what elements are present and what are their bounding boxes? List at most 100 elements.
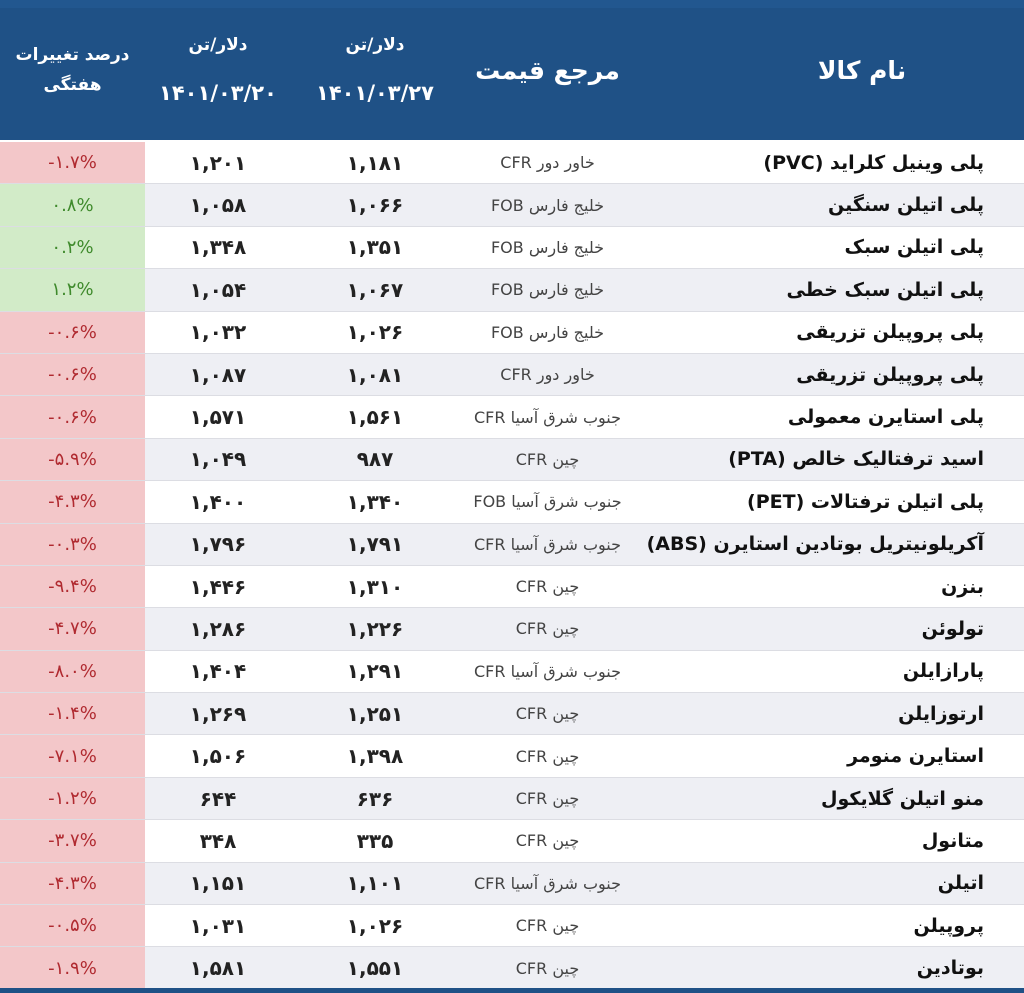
product-name-cell: پلی اتیلن سبک خطی <box>786 278 984 301</box>
current-price-cell: ۱,۳۴۰ <box>346 489 404 514</box>
product-name-cell: آکریلونیتریل بوتادین استایرن (ABS) <box>646 533 984 556</box>
price-reference-cell: CFR جنوب شرق آسیا <box>474 407 621 427</box>
product-name-cell: پلی وینیل کلراید (PVC) <box>763 151 984 174</box>
weekly-change-cell: ۱.۲% <box>0 269 145 311</box>
prev-price-cell: ۱,۲۶۹ <box>189 701 247 726</box>
weekly-change-cell: -۰.۵% <box>0 905 145 947</box>
price-reference-cell: CFR چین <box>515 916 580 936</box>
prev-price-cell: ۱,۷۹۶ <box>189 532 247 557</box>
product-name-cell: استایرن منومر <box>847 745 984 768</box>
current-price-cell: ۱,۰۸۱ <box>346 362 404 387</box>
price-reference-cell: FOB جنوب شرق آسیا <box>473 492 622 512</box>
weekly-change-cell: ۰.۸% <box>0 184 145 226</box>
prev-price-cell: ۱,۴۰۰ <box>189 489 247 514</box>
current-price-cell: ۱,۳۹۸ <box>346 744 404 769</box>
table-row: -۱.۲% ۶۴۴ ۶۳۶ CFR چین منو اتیلن گلایکول <box>0 777 1024 821</box>
header-top-strip <box>0 0 1024 8</box>
price-reference-cell: CFR چین <box>515 619 580 639</box>
weekly-change-cell: -۴.۷% <box>0 608 145 650</box>
prev-price-cell: ۱,۰۴۹ <box>189 447 247 472</box>
prev-price-cell: ۱,۲۸۶ <box>189 616 247 641</box>
price-reference-cell: CFR چین <box>515 831 580 851</box>
weekly-change-cell: -۰.۶% <box>0 396 145 438</box>
product-name-cell: متانول <box>921 829 984 852</box>
header-prev-unit: دلار/تن <box>188 35 248 55</box>
prev-price-cell: ۱,۱۵۱ <box>189 871 247 896</box>
product-name-cell: پروپیلن <box>913 914 984 937</box>
prev-price-cell: ۱,۰۳۱ <box>189 913 247 938</box>
current-price-cell: ۱,۲۲۶ <box>346 616 404 641</box>
prev-price-cell: ۱,۵۸۱ <box>189 956 247 981</box>
table-row: -۴.۷% ۱,۲۸۶ ۱,۲۲۶ CFR چین تولوئن <box>0 608 1024 651</box>
current-price-cell: ۹۸۷ <box>356 447 394 472</box>
product-name-cell: پلی اتیلن ترفتالات (PET) <box>747 490 984 513</box>
header-cur-price: دلار/تن ۱۴۰۱/۰۳/۲۷ <box>290 0 460 140</box>
current-price-cell: ۱,۰۶۶ <box>346 193 404 218</box>
header-price-ref: مرجع قیمت <box>455 0 640 140</box>
weekly-change-cell: -۰.۶% <box>0 311 145 353</box>
weekly-change-cell: -۱.۷% <box>0 142 145 184</box>
current-price-cell: ۱,۲۹۱ <box>346 659 404 684</box>
product-name-cell: پلی استایرن معمولی <box>787 406 984 429</box>
table-row: -۱.۷% ۱,۲۰۱ ۱,۱۸۱ CFR خاور دور پلی وینیل کلر… <box>0 142 1024 185</box>
price-reference-cell: CFR خاور دور <box>500 365 595 385</box>
table-footer-line <box>0 988 1024 993</box>
weekly-change-cell: -۳.۷% <box>0 820 145 862</box>
table-row: -۰.۶% ۱,۰۸۷ ۱,۰۸۱ CFR خاور دور پلی پروپیلن ت… <box>0 353 1024 397</box>
header-cur-date: ۱۴۰۱/۰۳/۲۷ <box>316 81 434 105</box>
price-reference-cell: CFR جنوب شرق آسیا <box>474 661 621 681</box>
price-reference-cell: FOB خلیج فارس <box>490 237 605 257</box>
header-pct-line2: هفتگی <box>43 75 102 95</box>
price-reference-cell: CFR چین <box>515 958 580 978</box>
weekly-change-cell: -۴.۳% <box>0 481 145 523</box>
product-name-cell: تولوئن <box>921 617 984 640</box>
table-row: -۵.۹% ۱,۰۴۹ ۹۸۷ CFR چین اسید ترفتالیک خالص (… <box>0 438 1024 482</box>
weekly-change-cell: -۰.۳% <box>0 523 145 565</box>
weekly-change-cell: -۱.۲% <box>0 777 145 820</box>
table-row: -۰.۶% ۱,۵۷۱ ۱,۵۶۱ CFR جنوب شرق آسیا پلی استا… <box>0 396 1024 439</box>
table-header: درصد تغییرات هفتگی دلار/تن ۱۴۰۱/۰۳/۲۰ دل… <box>0 0 1024 140</box>
current-price-cell: ۱,۱۸۱ <box>346 150 404 175</box>
product-name-cell: پارازایلن <box>902 660 984 683</box>
header-cur-unit: دلار/تن <box>345 35 405 55</box>
current-price-cell: ۱,۰۲۶ <box>346 913 404 938</box>
prev-price-cell: ۱,۴۰۴ <box>189 659 247 684</box>
product-name-cell: منو اتیلن گلایکول <box>821 787 984 810</box>
weekly-change-cell: -۰.۶% <box>0 353 145 396</box>
weekly-change-cell: -۱.۴% <box>0 693 145 735</box>
prev-price-cell: ۱,۴۴۶ <box>189 574 247 599</box>
price-reference-cell: CFR چین <box>515 746 580 766</box>
table-row: ۰.۸% ۱,۰۵۸ ۱,۰۶۶ FOB خلیج فارس پلی اتیلن سنگ… <box>0 184 1024 227</box>
prev-price-cell: ۳۴۸ <box>199 828 237 853</box>
price-reference-cell: FOB خلیج فارس <box>490 280 605 300</box>
product-name-cell: بوتادین <box>916 957 984 980</box>
prev-price-cell: ۱,۰۵۴ <box>189 277 247 302</box>
price-reference-cell: CFR چین <box>515 704 580 724</box>
weekly-change-cell: ۰.۲% <box>0 226 145 269</box>
table-row: ۱.۲% ۱,۰۵۴ ۱,۰۶۷ FOB خلیج فارس پلی اتیلن سبک… <box>0 269 1024 312</box>
table-row: -۴.۳% ۱,۴۰۰ ۱,۳۴۰ FOB جنوب شرق آسیا پلی اتیل… <box>0 481 1024 524</box>
weekly-change-cell: -۸.۰% <box>0 650 145 693</box>
prev-price-cell: ۱,۵۰۶ <box>189 744 247 769</box>
price-reference-cell: FOB خلیج فارس <box>490 195 605 215</box>
current-price-cell: ۱,۱۰۱ <box>346 871 404 896</box>
current-price-cell: ۶۳۶ <box>356 786 394 811</box>
weekly-change-cell: -۷.۱% <box>0 735 145 777</box>
price-reference-cell: CFR جنوب شرق آسیا <box>474 534 621 554</box>
price-reference-cell: CFR چین <box>515 449 580 469</box>
header-name-label: نام کالا <box>817 55 907 85</box>
product-name-cell: بنزن <box>941 575 984 598</box>
product-name-cell: ارتوزایلن <box>898 702 984 725</box>
product-name-cell: پلی پروپیلن تزریقی <box>796 321 984 344</box>
current-price-cell: ۱,۳۱۰ <box>346 574 404 599</box>
prev-price-cell: ۶۴۴ <box>199 786 237 811</box>
header-prev-date: ۱۴۰۱/۰۳/۲۰ <box>159 81 277 105</box>
table-body: -۱.۷% ۱,۲۰۱ ۱,۱۸۱ CFR خاور دور پلی وینیل کلر… <box>0 142 1024 990</box>
header-ref-label: مرجع قیمت <box>475 55 620 85</box>
table-row: -۳.۷% ۳۴۸ ۳۳۵ CFR چین متانول <box>0 820 1024 863</box>
current-price-cell: ۱,۵۵۱ <box>346 956 404 981</box>
table-row: -۰.۳% ۱,۷۹۶ ۱,۷۹۱ CFR جنوب شرق آسیا آکریلونی… <box>0 523 1024 566</box>
current-price-cell: ۱,۵۶۱ <box>346 405 404 430</box>
weekly-change-cell: -۹.۴% <box>0 565 145 608</box>
table-row: -۴.۳% ۱,۱۵۱ ۱,۱۰۱ CFR جنوب شرق آسیا اتیلن <box>0 862 1024 906</box>
